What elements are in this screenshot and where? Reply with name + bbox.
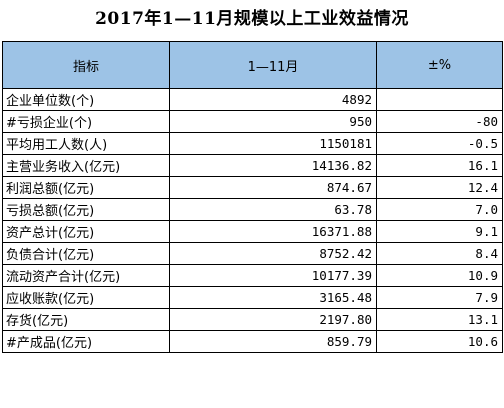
row-value: 3165.48	[169, 286, 377, 309]
header-change-percent: ±%	[376, 41, 503, 89]
table-row: 资产总计(亿元) 16371.88 9.1	[2, 220, 503, 243]
row-change: -0.5	[376, 132, 503, 155]
row-value: 950	[169, 110, 377, 133]
row-label: 平均用工人数(人)	[2, 132, 170, 155]
row-value: 10177.39	[169, 264, 377, 287]
row-change: 8.4	[376, 242, 503, 265]
row-change	[376, 88, 503, 111]
table-row: 主营业务收入(亿元) 14136.82 16.1	[2, 154, 503, 177]
row-change: 16.1	[376, 154, 503, 177]
row-value: 63.78	[169, 198, 377, 221]
row-value: 1150181	[169, 132, 377, 155]
table-row: #亏损企业(个) 950 -80	[2, 110, 503, 133]
table-row: 企业单位数(个) 4892	[2, 88, 503, 111]
table-row: 亏损总额(亿元) 63.78 7.0	[2, 198, 503, 221]
row-change: 12.4	[376, 176, 503, 199]
header-indicator: 指标	[2, 41, 170, 89]
table-row: 存货(亿元) 2197.80 13.1	[2, 308, 503, 331]
table-row: #产成品(亿元) 859.79 10.6	[2, 330, 503, 353]
row-value: 14136.82	[169, 154, 377, 177]
row-label: 存货(亿元)	[2, 308, 170, 331]
row-label: 主营业务收入(亿元)	[2, 154, 170, 177]
table-header-row: 指标 1—11月 ±%	[2, 41, 503, 89]
industrial-efficiency-table: 指标 1—11月 ±% 企业单位数(个) 4892 #亏损企业(个) 950 -…	[2, 41, 503, 353]
row-value: 859.79	[169, 330, 377, 353]
header-jan-nov: 1—11月	[169, 41, 377, 89]
row-label: #亏损企业(个)	[2, 110, 170, 133]
row-value: 2197.80	[169, 308, 377, 331]
row-change: -80	[376, 110, 503, 133]
row-change: 7.9	[376, 286, 503, 309]
table-row: 利润总额(亿元) 874.67 12.4	[2, 176, 503, 199]
row-value: 16371.88	[169, 220, 377, 243]
row-value: 4892	[169, 88, 377, 111]
row-change: 10.9	[376, 264, 503, 287]
table-row: 平均用工人数(人) 1150181 -0.5	[2, 132, 503, 155]
table-row: 流动资产合计(亿元) 10177.39 10.9	[2, 264, 503, 287]
table-row: 应收账款(亿元) 3165.48 7.9	[2, 286, 503, 309]
row-label: 资产总计(亿元)	[2, 220, 170, 243]
row-label: 企业单位数(个)	[2, 88, 170, 111]
row-label: 利润总额(亿元)	[2, 176, 170, 199]
row-label: 负债合计(亿元)	[2, 242, 170, 265]
row-change: 10.6	[376, 330, 503, 353]
row-label: 应收账款(亿元)	[2, 286, 170, 309]
row-value: 874.67	[169, 176, 377, 199]
row-change: 7.0	[376, 198, 503, 221]
row-label: 流动资产合计(亿元)	[2, 264, 170, 287]
row-label: 亏损总额(亿元)	[2, 198, 170, 221]
row-value: 8752.42	[169, 242, 377, 265]
row-change: 13.1	[376, 308, 503, 331]
page-title: 2017年1—11月规模以上工业效益情况	[95, 9, 409, 29]
table-row: 负债合计(亿元) 8752.42 8.4	[2, 242, 503, 265]
row-label: #产成品(亿元)	[2, 330, 170, 353]
row-change: 9.1	[376, 220, 503, 243]
